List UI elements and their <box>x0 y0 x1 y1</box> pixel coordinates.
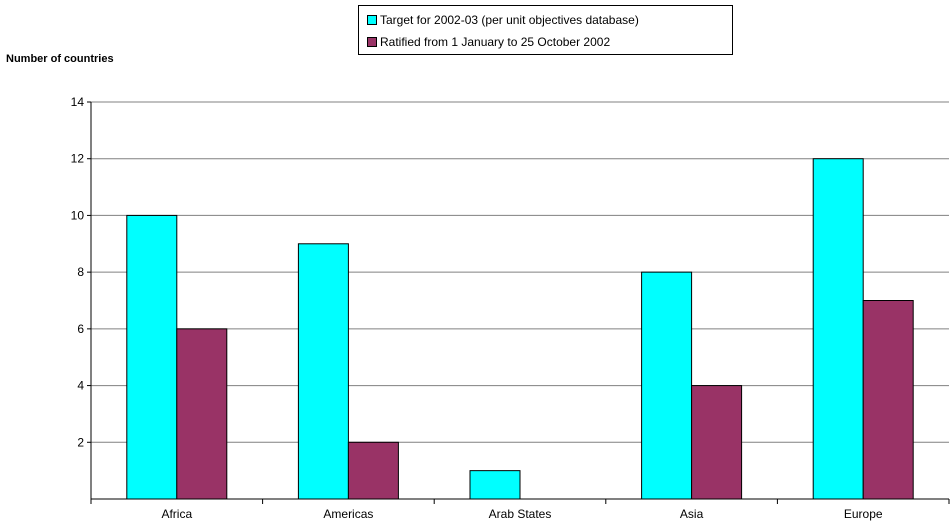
bar-arab-states-series-1 <box>469 470 521 500</box>
bar-africa-series-1 <box>126 214 178 500</box>
y-axis-label: Number of countries <box>6 53 114 65</box>
y-tick-label-2: 2 <box>77 435 84 449</box>
legend-item-target: Target for 2002-03 (per unit objectives … <box>367 11 639 29</box>
bar-europe-series-2 <box>862 300 914 500</box>
bar-americas-series-1 <box>297 243 349 500</box>
x-tick-label-africa: Africa <box>161 507 192 521</box>
y-tick-label-8: 8 <box>77 265 84 279</box>
y-tick-label-12: 12 <box>71 152 85 166</box>
x-tick-label-arab-states: Arab States <box>489 507 552 521</box>
legend-item-ratified: Ratified from 1 January to 25 October 20… <box>367 33 610 51</box>
x-tick-label-americas: Americas <box>323 507 373 521</box>
legend-swatch-target <box>367 15 377 25</box>
legend-label-target: Target for 2002-03 (per unit objectives … <box>380 13 639 27</box>
y-tick-label-6: 6 <box>77 322 84 336</box>
x-tick-label-europe: Europe <box>844 507 883 521</box>
legend-swatch-ratified <box>367 37 377 47</box>
bar-asia-series-1 <box>641 271 693 500</box>
x-tick-label-asia: Asia <box>680 507 704 521</box>
bar-asia-series-2 <box>691 385 743 500</box>
bar-africa-series-2 <box>176 328 228 500</box>
y-tick-label-10: 10 <box>71 208 85 222</box>
bar-europe-series-1 <box>812 158 864 500</box>
y-tick-label-4: 4 <box>77 379 84 393</box>
chart-legend: Target for 2002-03 (per unit objectives … <box>358 5 733 55</box>
bar-americas-series-2 <box>347 441 399 500</box>
legend-label-ratified: Ratified from 1 January to 25 October 20… <box>380 35 611 49</box>
y-tick-label-14: 14 <box>71 95 85 109</box>
